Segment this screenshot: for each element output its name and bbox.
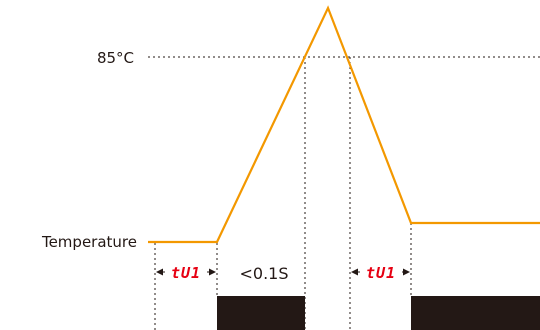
output-pulse-2 [411,296,540,330]
threshold-label: 85°C [97,49,134,67]
temperature-label: Temperature [41,233,137,251]
delay-label-right: tU1 [366,264,396,282]
delay-label-left-bg [165,263,207,281]
delay-label-left: tU1 [171,264,201,282]
output-pulse-1 [217,296,305,330]
temperature-curve [148,5,540,244]
delay-label-right-bg [360,263,402,281]
short-interval-label: <0.1S [239,264,288,283]
